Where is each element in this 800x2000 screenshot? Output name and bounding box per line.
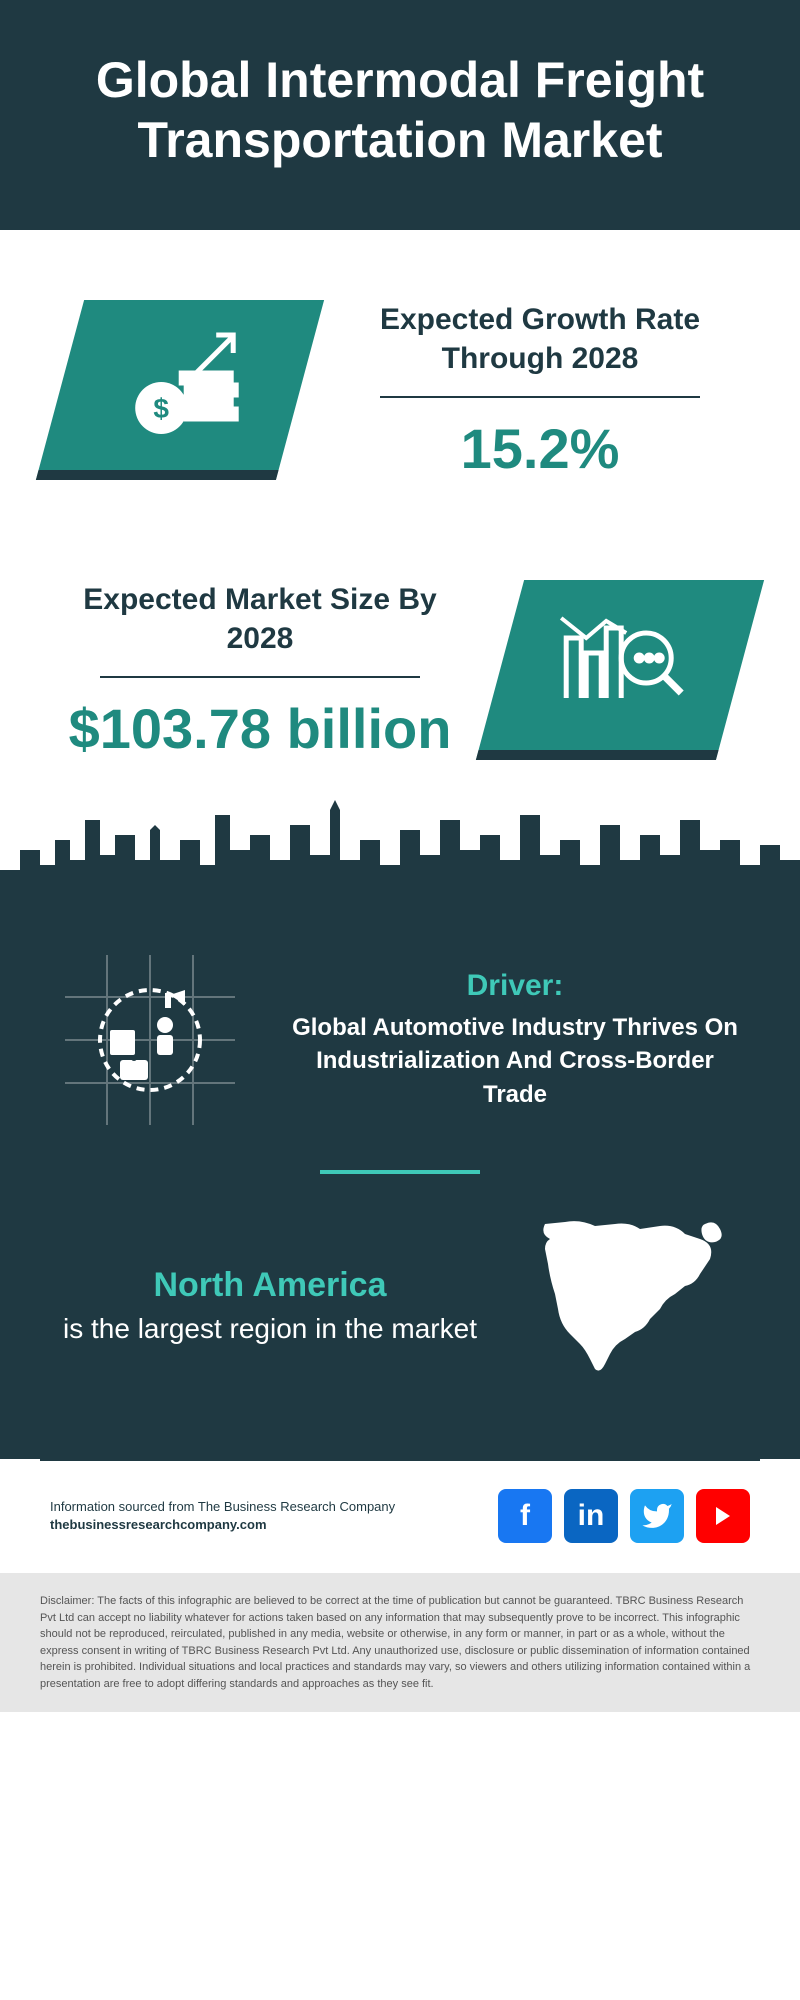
chart-magnify-icon [551, 603, 691, 728]
market-icon-panel [476, 580, 764, 760]
source-line2: thebusinessresearchcompany.com [50, 1516, 395, 1534]
twitter-icon[interactable] [630, 1489, 684, 1543]
region-sub: is the largest region in the market [60, 1311, 480, 1347]
region-row: North America is the largest region in t… [60, 1214, 740, 1399]
stat-section-market-size: Expected Market Size By 2028 $103.78 bil… [0, 530, 800, 810]
money-growth-icon: $ [111, 323, 251, 448]
growth-label: Expected Growth Rate Through 2028 [340, 300, 740, 378]
growth-icon-panel: $ [36, 300, 324, 480]
city-skyline [0, 790, 800, 910]
source-line1: Information sourced from The Business Re… [50, 1498, 395, 1516]
divider [100, 676, 420, 678]
linkedin-icon[interactable]: in [564, 1489, 618, 1543]
footer: Information sourced from The Business Re… [0, 1459, 800, 1573]
divider [380, 396, 700, 398]
driver-row: Driver: Global Automotive Industry Thriv… [60, 950, 740, 1130]
north-america-map-icon [520, 1214, 740, 1399]
driver-text: Driver: Global Automotive Industry Thriv… [290, 969, 740, 1112]
source-text: Information sourced from The Business Re… [50, 1498, 395, 1534]
dark-section: Driver: Global Automotive Industry Thriv… [0, 910, 800, 1459]
market-value: $103.78 billion [60, 698, 460, 760]
social-icons: f in [498, 1489, 750, 1543]
region-text: North America is the largest region in t… [60, 1266, 480, 1347]
section-divider [320, 1170, 480, 1174]
header: Global Intermodal Freight Transportation… [0, 0, 800, 230]
driver-icon [60, 950, 240, 1130]
growth-value: 15.2% [340, 418, 740, 480]
driver-desc: Global Automotive Industry Thrives On In… [290, 1011, 740, 1112]
page-title: Global Intermodal Freight Transportation… [40, 50, 760, 170]
disclaimer-text: Disclaimer: The facts of this infographi… [0, 1573, 800, 1712]
facebook-icon[interactable]: f [498, 1489, 552, 1543]
driver-title: Driver: [290, 969, 740, 1003]
svg-text:$: $ [154, 393, 170, 424]
youtube-icon[interactable] [696, 1489, 750, 1543]
region-name: North America [60, 1266, 480, 1305]
stat-block-market: Expected Market Size By 2028 $103.78 bil… [60, 580, 460, 760]
stat-block-growth: Expected Growth Rate Through 2028 15.2% [340, 300, 740, 480]
stat-section-growth: $ Expected Growth Rate Through 2028 15.2… [0, 230, 800, 530]
market-label: Expected Market Size By 2028 [60, 580, 460, 658]
